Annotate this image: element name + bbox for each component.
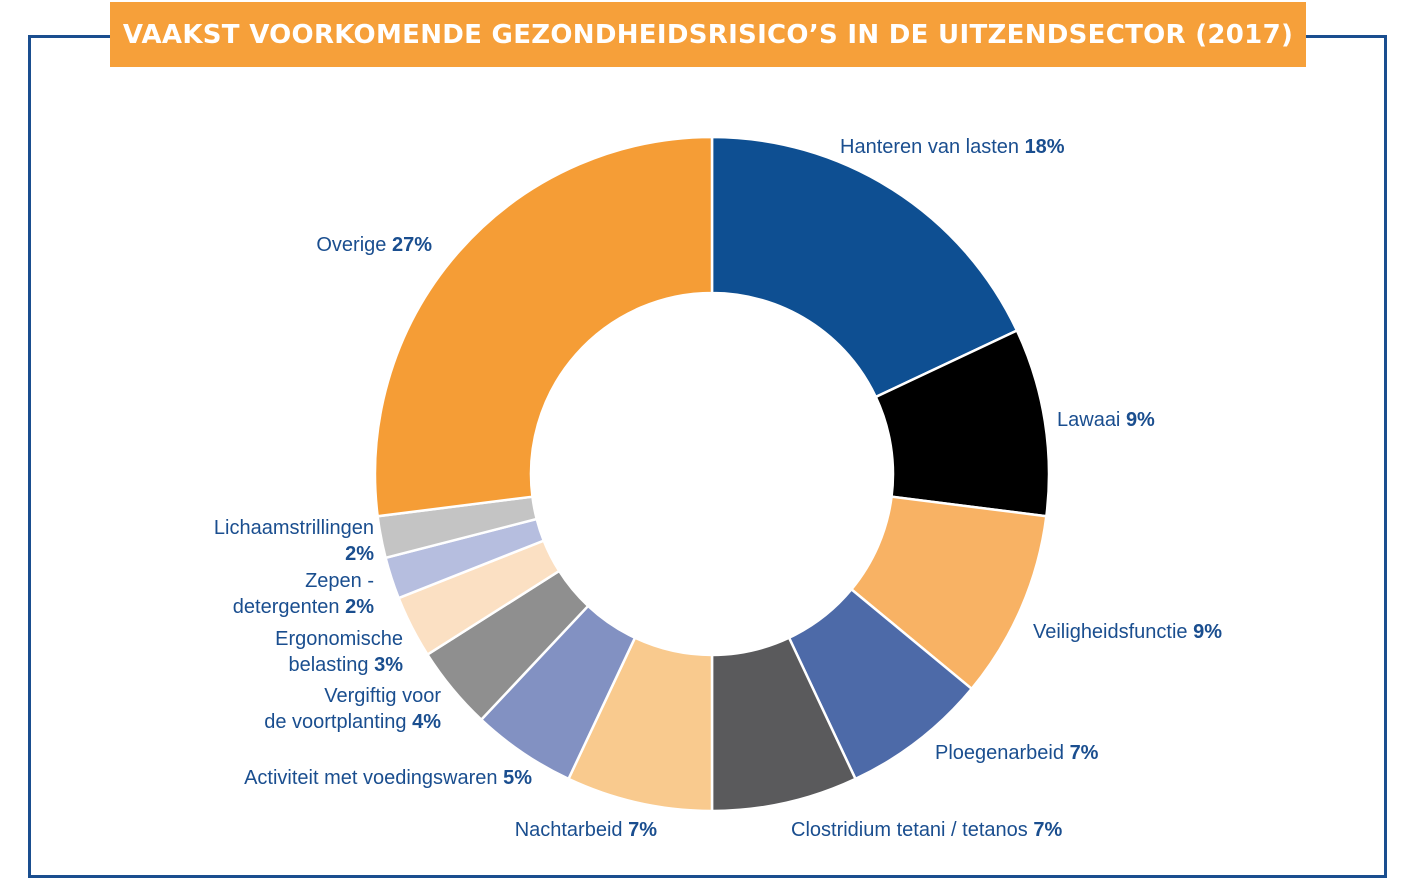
slice-label-vergiftig-voor-de-voortplanting: Vergiftig voor de voortplanting 4% bbox=[264, 685, 441, 733]
chart-title: VAAKST VOORKOMENDE GEZONDHEIDSRISICO’S I… bbox=[110, 2, 1306, 67]
slice-label-ergonomische-belasting: Ergonomische belasting 3% bbox=[275, 628, 403, 676]
slice-labels: Hanteren van lasten 18% Lawaai 9% Veilighe… bbox=[214, 136, 1222, 841]
slice-label-zepen-detergenten: Zepen -detergenten 2% bbox=[233, 570, 374, 618]
slice-label-ploegenarbeid: Ploegenarbeid 7% bbox=[935, 742, 1099, 764]
slice-label-lawaai: Lawaai 9% bbox=[1057, 409, 1155, 431]
slice-label-lichaamstrillingen: Lichaamstrillingen 2% bbox=[214, 517, 374, 565]
slice-label-clostridium-tetani-tetanos: Clostridium tetani / tetanos 7% bbox=[791, 819, 1062, 841]
slice-overige bbox=[373, 135, 714, 518]
slice-label-activiteit-met-voedingswaren: Activiteit met voedingswaren 5% bbox=[244, 767, 532, 789]
slice-label-overige: Overige 27% bbox=[316, 234, 432, 256]
slice-hanteren-van-lasten bbox=[710, 135, 1019, 399]
slice-label-nachtarbeid: Nachtarbeid 7% bbox=[515, 819, 658, 841]
slice-label-veiligheidsfunctie: Veiligheidsfunctie 9% bbox=[1033, 621, 1222, 643]
donut-slices bbox=[373, 135, 1051, 813]
slice-label-hanteren-van-lasten: Hanteren van lasten 18% bbox=[840, 136, 1065, 158]
